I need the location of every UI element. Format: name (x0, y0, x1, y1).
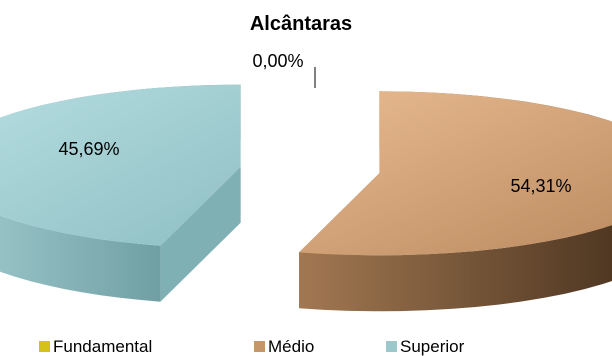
legend-label-superior: Superior (400, 337, 465, 356)
pie-slices (0, 84, 612, 312)
data-label-medio: 54,31% (510, 176, 571, 196)
data-labels: 0,00% 54,31% 45,69% (58, 51, 571, 196)
pie-slice-superior (0, 84, 241, 302)
pie-slice-medio (299, 91, 612, 312)
legend: Fundamental Médio Superior (39, 337, 465, 356)
data-label-fundamental: 0,00% (252, 51, 303, 71)
chart-title: Alcântaras (250, 13, 352, 35)
legend-label-fundamental: Fundamental (53, 337, 152, 356)
legend-swatch-medio (254, 341, 265, 352)
data-label-superior: 45,69% (58, 139, 119, 159)
legend-label-medio: Médio (268, 337, 314, 356)
legend-swatch-superior (386, 341, 397, 352)
legend-swatch-fundamental (39, 341, 50, 352)
